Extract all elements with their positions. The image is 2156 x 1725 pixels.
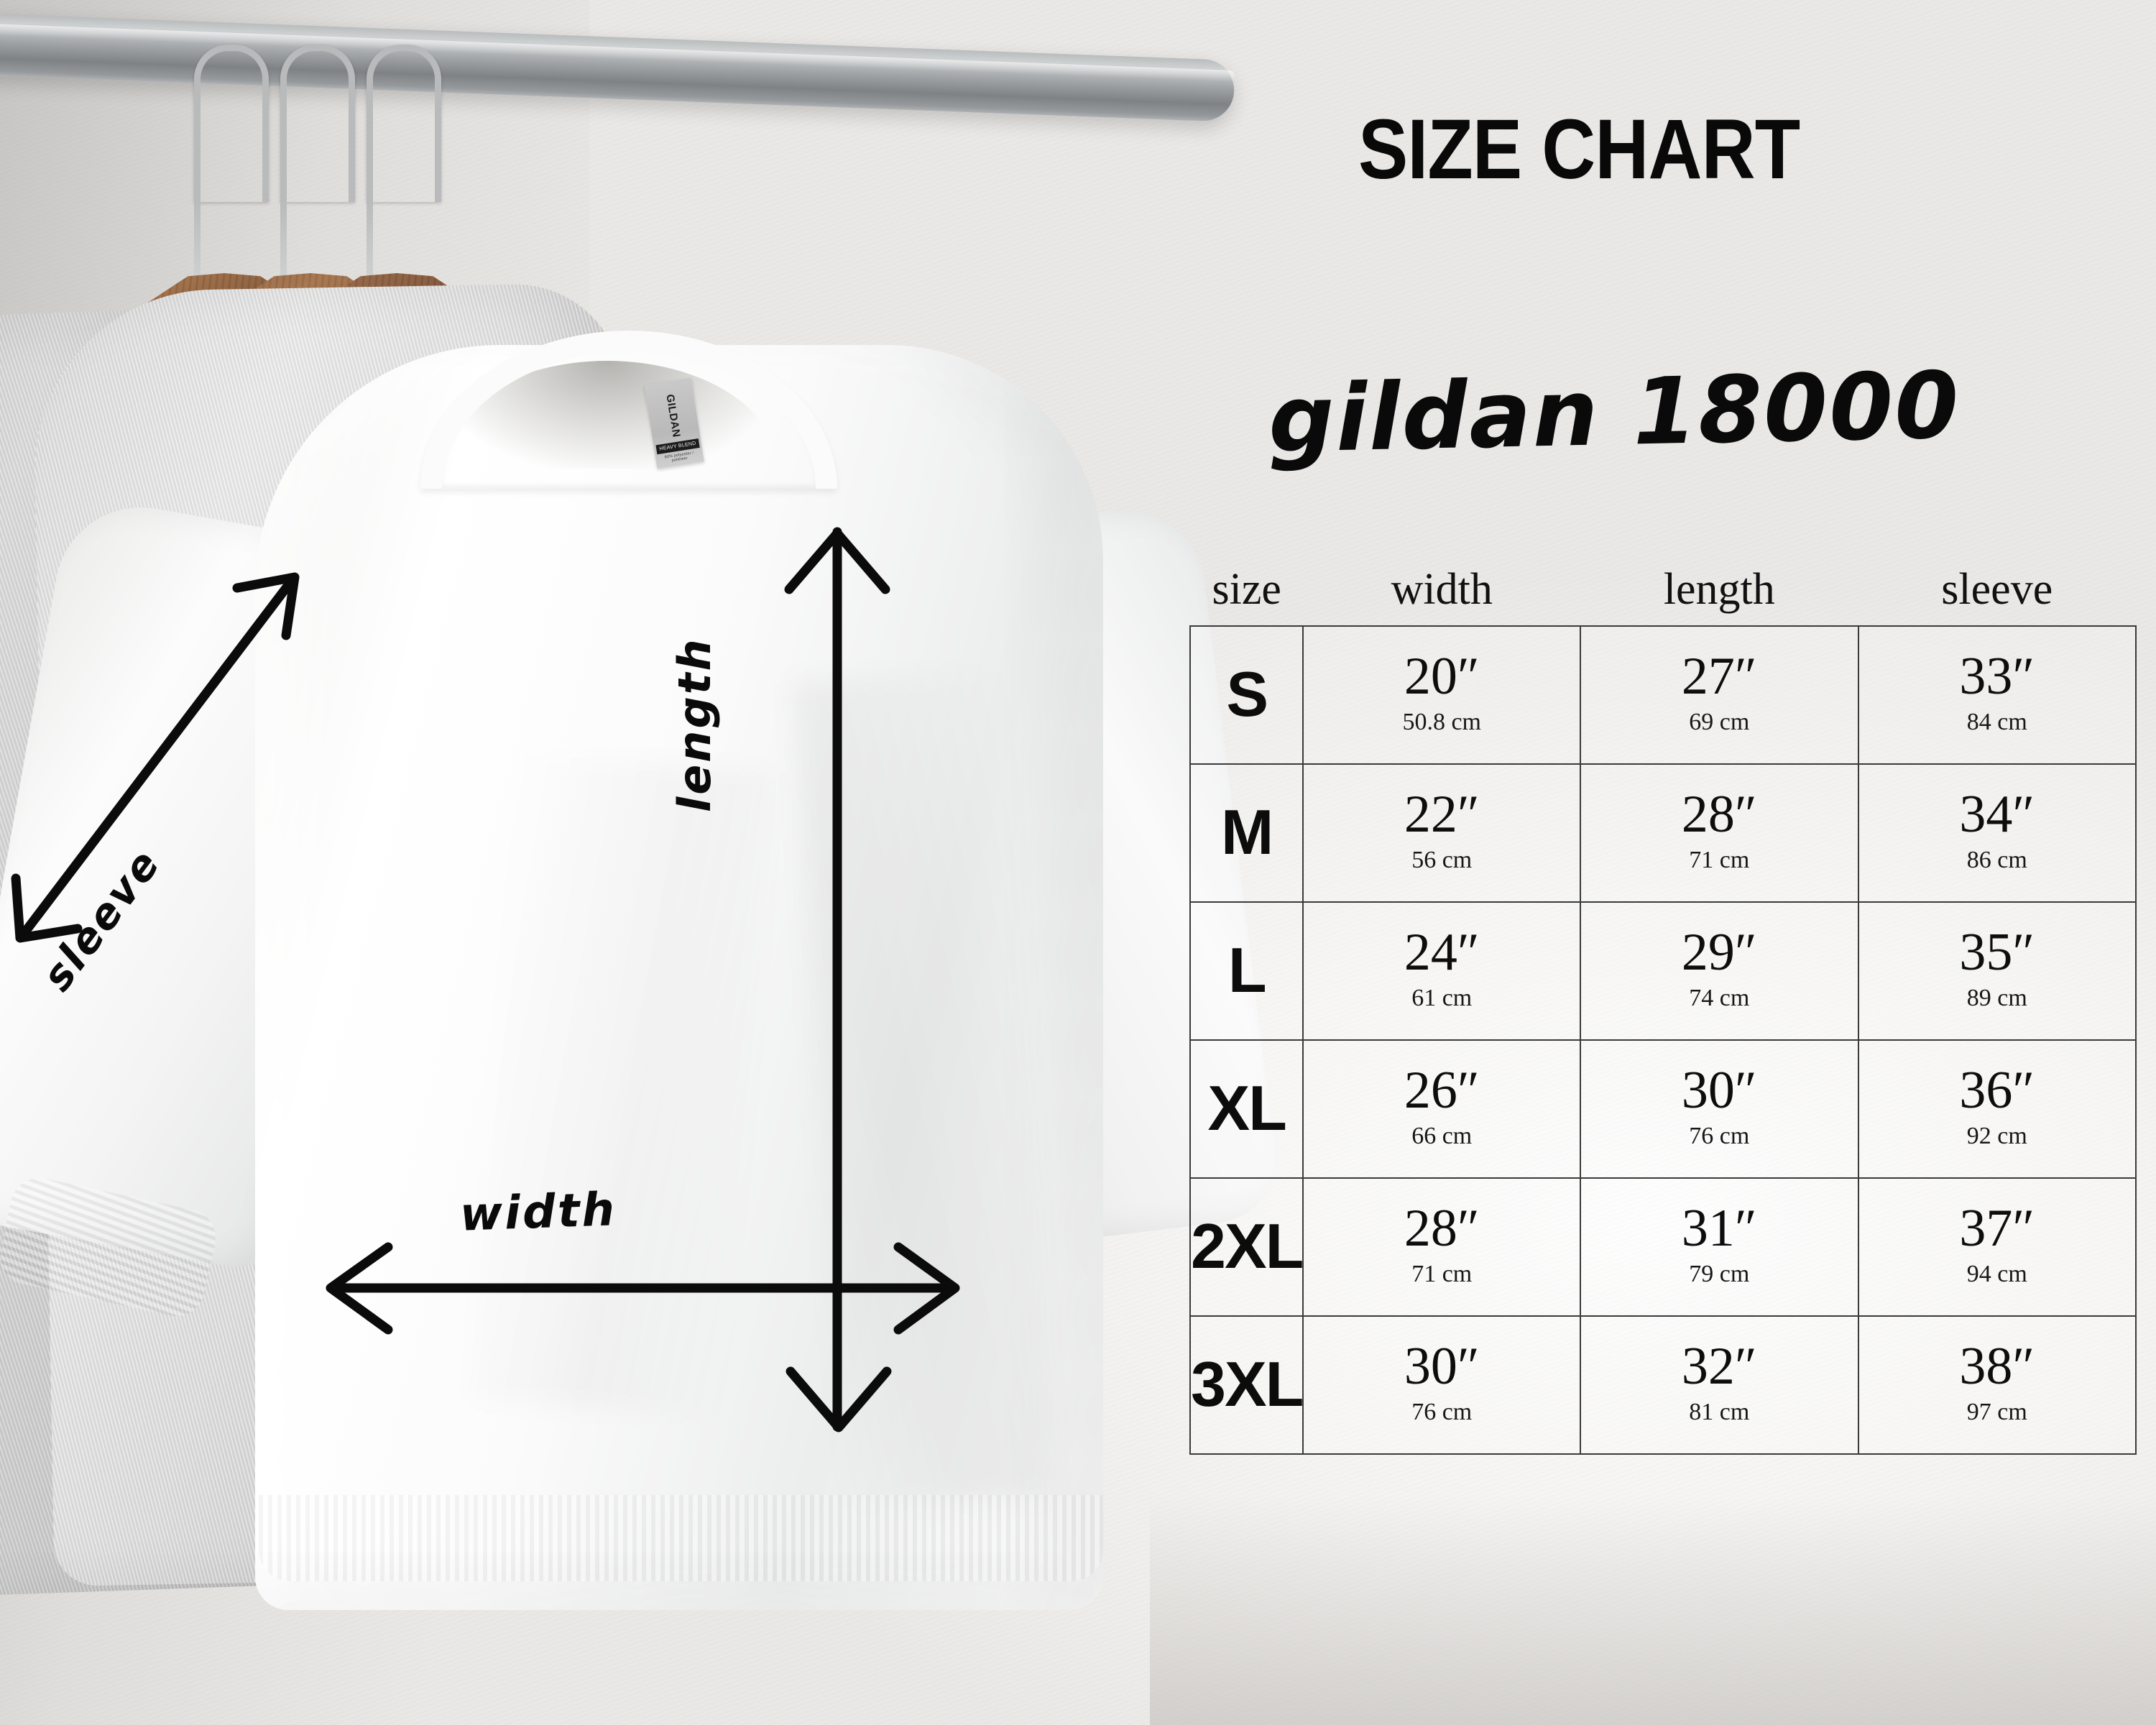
table-row: M 22″ 56 cm 28″ 71 cm 34″ 86 cm: [1189, 763, 2137, 903]
value-inches: 26″: [1404, 1061, 1480, 1121]
page-title: SIZE CHART: [1358, 102, 1800, 197]
cell-length: 28″ 71 cm: [1580, 763, 1859, 903]
cell-sleeve: 37″ 94 cm: [1857, 1177, 2137, 1317]
cell-sleeve: 34″ 86 cm: [1857, 763, 2137, 903]
hanger-hook-icon: [280, 45, 355, 285]
hanger-hook-icon: [194, 45, 269, 285]
value-cm: 81 cm: [1689, 1399, 1750, 1425]
cell-length: 30″ 76 cm: [1580, 1039, 1859, 1179]
cell-size: 2XL: [1189, 1177, 1304, 1317]
value-inches: 24″: [1404, 923, 1480, 983]
value-cm: 71 cm: [1411, 1261, 1473, 1287]
cell-length: 32″ 81 cm: [1580, 1315, 1859, 1455]
size-chart-table: size width length sleeve S 20″ 50.8 cm 27…: [1189, 564, 2137, 1455]
value-inches: 30″: [1404, 1337, 1480, 1397]
hanger-hook-icon: [367, 45, 441, 285]
width-label: width: [459, 1183, 618, 1242]
cell-width: 26″ 66 cm: [1302, 1039, 1582, 1179]
column-header-sleeve: sleeve: [1941, 565, 2053, 614]
value-inches: 30″: [1681, 1061, 1757, 1121]
cell-sleeve: 36″ 92 cm: [1857, 1039, 2137, 1179]
value-inches: 20″: [1404, 647, 1480, 707]
sweatshirt-body: [255, 345, 1103, 1610]
value-cm: 76 cm: [1689, 1123, 1750, 1149]
value-inches: 32″: [1681, 1337, 1757, 1397]
fabric-fold: [794, 670, 1053, 1508]
table-row: S 20″ 50.8 cm 27″ 69 cm 33″ 84 cm: [1189, 625, 2137, 765]
value-cm: 66 cm: [1411, 1123, 1473, 1149]
cell-width: 24″ 61 cm: [1302, 901, 1582, 1041]
value-inches: 22″: [1404, 785, 1480, 845]
cell-width: 20″ 50.8 cm: [1302, 625, 1582, 765]
cell-size: 3XL: [1189, 1315, 1304, 1455]
brand-model-heading: gildan 18000: [1267, 351, 1961, 474]
value-inches: 38″: [1959, 1337, 2035, 1397]
cell-length: 29″ 74 cm: [1580, 901, 1859, 1041]
length-label: length: [668, 637, 721, 812]
cell-width: 22″ 56 cm: [1302, 763, 1582, 903]
value-cm: 74 cm: [1689, 985, 1750, 1011]
value-inches: 28″: [1404, 1199, 1480, 1259]
cell-size: S: [1189, 625, 1304, 765]
column-header-size: size: [1212, 565, 1281, 614]
value-inches: 28″: [1681, 785, 1757, 845]
white-sweatshirt: [0, 302, 1283, 1617]
cell-sleeve: 38″ 97 cm: [1857, 1315, 2137, 1455]
neck-tag-brand: GILDAN: [663, 393, 683, 438]
cell-size: L: [1189, 901, 1304, 1041]
value-cm: 84 cm: [1966, 709, 2027, 735]
value-cm: 61 cm: [1411, 985, 1473, 1011]
table-body: S 20″ 50.8 cm 27″ 69 cm 33″ 84 cm M 22″ 56 c…: [1189, 625, 2137, 1455]
value-cm: 50.8 cm: [1402, 709, 1481, 735]
value-cm: 89 cm: [1966, 985, 2027, 1011]
value-cm: 76 cm: [1411, 1399, 1473, 1425]
cell-size: M: [1189, 763, 1304, 903]
table-row: 3XL 30″ 76 cm 32″ 81 cm 38″ 97 cm: [1189, 1315, 2137, 1455]
value-cm: 79 cm: [1689, 1261, 1750, 1287]
value-cm: 69 cm: [1689, 709, 1750, 735]
sweatshirt-hem: [259, 1495, 1103, 1581]
table-row: 2XL 28″ 71 cm 31″ 79 cm 37″ 94 cm: [1189, 1177, 2137, 1317]
cell-sleeve: 33″ 84 cm: [1857, 625, 2137, 765]
table-header: size width length sleeve: [1190, 564, 2136, 626]
value-inches: 29″: [1681, 923, 1757, 983]
value-inches: 36″: [1959, 1061, 2035, 1121]
value-cm: 86 cm: [1966, 847, 2027, 873]
value-inches: 37″: [1959, 1199, 2035, 1259]
value-inches: 34″: [1959, 785, 2035, 845]
fabric-fold: [470, 753, 773, 1417]
floor-shadow: [1150, 1495, 2156, 1725]
value-inches: 35″: [1959, 923, 2035, 983]
table-row: L 24″ 61 cm 29″ 74 cm 35″ 89 cm: [1189, 901, 2137, 1041]
cell-sleeve: 35″ 89 cm: [1857, 901, 2137, 1041]
value-inches: 27″: [1681, 647, 1757, 707]
value-cm: 92 cm: [1966, 1123, 2027, 1149]
cell-length: 27″ 69 cm: [1580, 625, 1859, 765]
table-row: XL 26″ 66 cm 30″ 76 cm 36″ 92 cm: [1189, 1039, 2137, 1179]
value-cm: 71 cm: [1689, 847, 1750, 873]
value-cm: 94 cm: [1966, 1261, 2027, 1287]
cell-length: 31″ 79 cm: [1580, 1177, 1859, 1317]
value-inches: 31″: [1681, 1199, 1757, 1259]
value-inches: 33″: [1959, 647, 2035, 707]
column-header-length: length: [1663, 565, 1775, 614]
value-cm: 56 cm: [1411, 847, 1473, 873]
cell-size: XL: [1189, 1039, 1304, 1179]
value-cm: 97 cm: [1966, 1399, 2027, 1425]
cell-width: 28″ 71 cm: [1302, 1177, 1582, 1317]
cell-width: 30″ 76 cm: [1302, 1315, 1582, 1455]
column-header-width: width: [1391, 565, 1493, 614]
